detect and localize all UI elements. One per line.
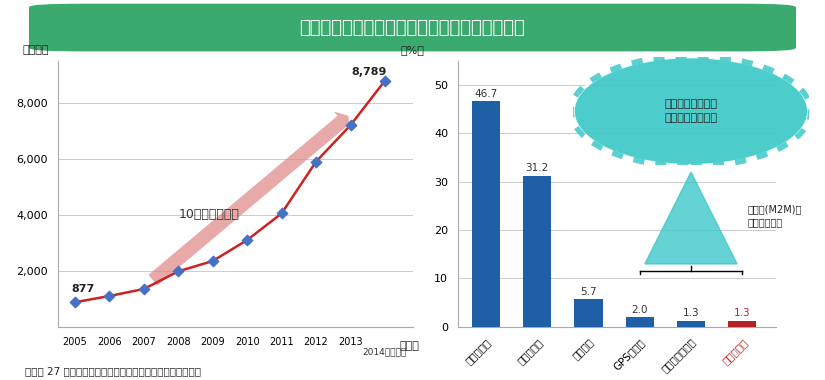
Point bbox=[241, 237, 254, 243]
Point bbox=[344, 122, 357, 128]
Text: 自律化(M2M)が
得意なデータ: 自律化(M2M)が 得意なデータ bbox=[747, 204, 802, 227]
Polygon shape bbox=[645, 172, 737, 264]
Bar bbox=[625, 317, 654, 327]
Bar bbox=[472, 101, 500, 327]
Point bbox=[68, 299, 82, 305]
Point bbox=[103, 293, 116, 299]
Text: 2014（見込）: 2014（見込） bbox=[363, 348, 407, 357]
Text: 1.3: 1.3 bbox=[682, 308, 700, 318]
Text: 「平成 27 年版情報通信白書」（総務省）を基に気象庁作成: 「平成 27 年版情報通信白書」（総務省）を基に気象庁作成 bbox=[25, 366, 200, 376]
Text: 46.7: 46.7 bbox=[474, 89, 497, 98]
Text: 5.7: 5.7 bbox=[580, 287, 596, 297]
Bar bbox=[574, 299, 602, 327]
Bar bbox=[676, 320, 705, 327]
Ellipse shape bbox=[573, 57, 808, 165]
Text: 877: 877 bbox=[72, 283, 95, 294]
Bar bbox=[728, 320, 757, 327]
Point bbox=[379, 78, 392, 84]
Text: 1.3: 1.3 bbox=[734, 308, 751, 318]
Text: 2.0: 2.0 bbox=[631, 305, 648, 315]
Text: 生産性を高めるこ
とができる伸び代: 生産性を高めるこ とができる伸び代 bbox=[664, 99, 718, 123]
Point bbox=[172, 268, 185, 274]
Point bbox=[137, 286, 150, 292]
Point bbox=[309, 158, 323, 165]
Text: 10倍以上に増加: 10倍以上に増加 bbox=[178, 208, 239, 221]
Text: 気象データの流通量と分析している企業の割合: 気象データの流通量と分析している企業の割合 bbox=[299, 19, 526, 36]
Text: ［年］: ［年］ bbox=[400, 341, 420, 352]
Text: 31.2: 31.2 bbox=[526, 163, 549, 174]
Point bbox=[275, 211, 288, 217]
Text: 8,789: 8,789 bbox=[351, 66, 387, 76]
FancyBboxPatch shape bbox=[30, 5, 795, 51]
Text: ［%］: ［%］ bbox=[401, 46, 425, 55]
Bar bbox=[523, 176, 551, 327]
Text: ［ＴＢ］: ［ＴＢ］ bbox=[22, 46, 49, 55]
Point bbox=[206, 258, 219, 264]
